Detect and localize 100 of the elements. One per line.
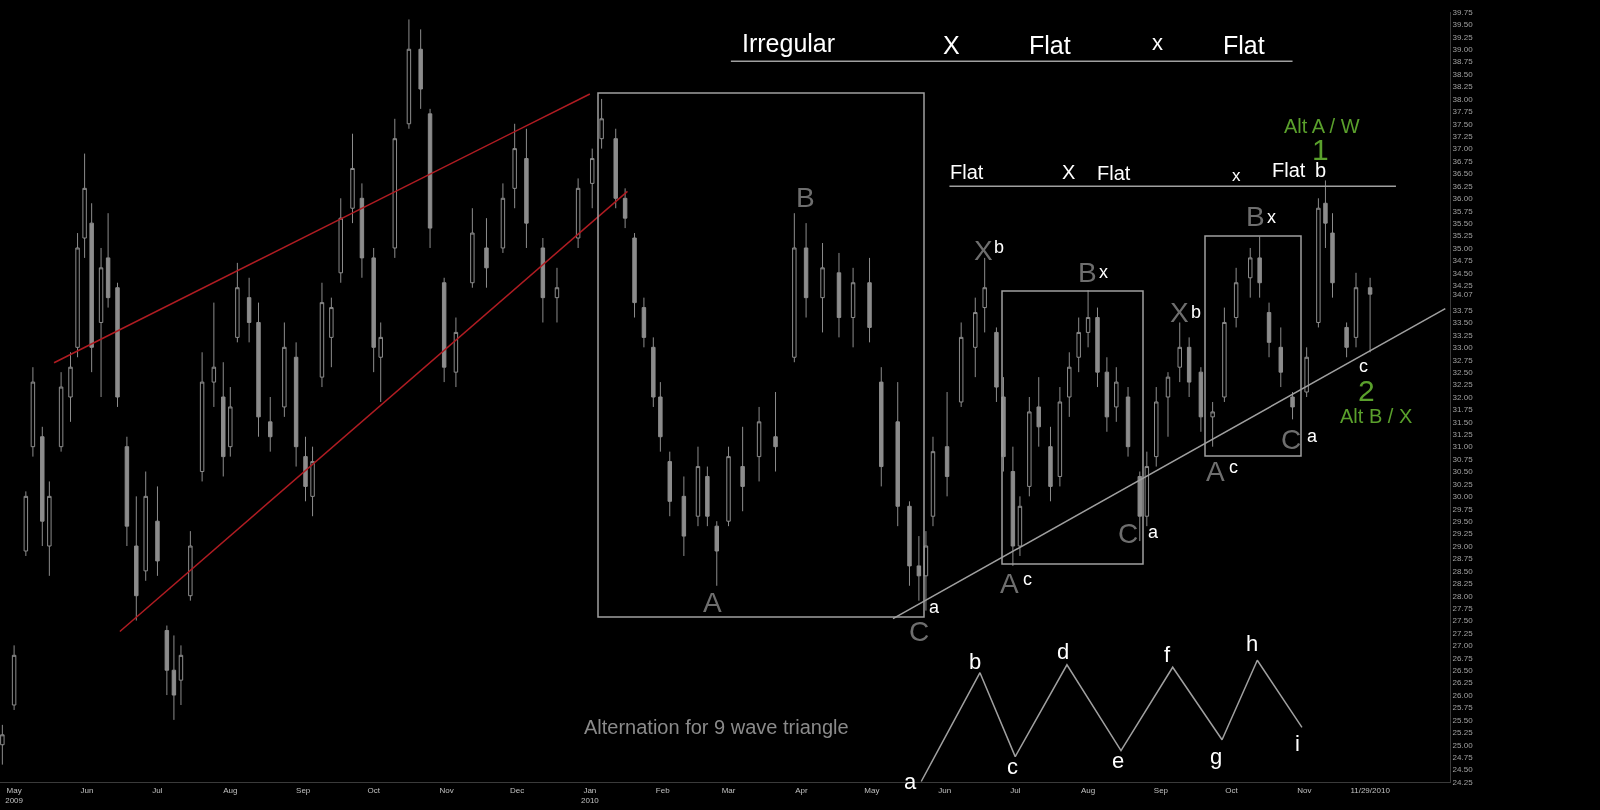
- annotation: i: [1295, 731, 1300, 756]
- annotation: A: [1000, 568, 1019, 599]
- candlestick: [40, 426, 45, 547]
- y-tick-label: 34.75: [1452, 256, 1474, 266]
- candlestick: [1290, 391, 1295, 420]
- candlestick: [11, 644, 17, 711]
- x-tick-label: Jul: [152, 785, 163, 795]
- annotation: Flat: [1029, 31, 1071, 59]
- y-tick-label: 28.00: [1452, 591, 1474, 601]
- candlestick: [1210, 401, 1215, 448]
- candlestick: [1344, 321, 1349, 358]
- annotation: e: [1112, 748, 1125, 773]
- y-tick-label: 30.75: [1452, 454, 1474, 464]
- y-tick-label: 25.00: [1452, 740, 1474, 750]
- y-tick-label: 37.50: [1452, 119, 1474, 129]
- annotation: X: [1170, 297, 1189, 328]
- candlestick: [256, 302, 261, 438]
- candlestick: [155, 485, 160, 577]
- x-tick-label: Oct: [1225, 785, 1239, 795]
- candlestick: [695, 446, 701, 527]
- candlestick: [143, 471, 148, 582]
- candlestick: [930, 436, 936, 527]
- candlestick: [589, 148, 595, 209]
- candlestick: [820, 242, 825, 333]
- candlestick: [1067, 351, 1072, 418]
- y-tick-label: 25.25: [1452, 728, 1474, 738]
- y-tick-label: 30.50: [1452, 467, 1474, 477]
- x-tick-label: 11/29/2010: [1350, 785, 1391, 795]
- y-tick-label: 30.25: [1452, 479, 1474, 489]
- annotation: C: [909, 616, 930, 647]
- y-tick-label: 38.75: [1452, 57, 1474, 67]
- candlestick: [1125, 386, 1131, 458]
- candlestick: [199, 351, 205, 482]
- candlestick: [371, 247, 376, 373]
- annotation: a: [904, 769, 917, 794]
- y-tick-label: 24.75: [1452, 752, 1474, 762]
- candlestick: [1233, 267, 1239, 328]
- x-tick-label: Apr: [795, 785, 808, 795]
- y-tick-label: 25.75: [1452, 703, 1474, 713]
- y-tick-label: 37.00: [1452, 144, 1474, 154]
- y-tick-label: 33.00: [1452, 343, 1474, 353]
- y-tick-label: 34.25: [1452, 281, 1474, 291]
- y-tick-label: 30.00: [1452, 492, 1474, 502]
- candlestick: [599, 98, 604, 150]
- y-tick-label: 38.25: [1452, 82, 1474, 92]
- annotation: Flat: [950, 161, 984, 183]
- y-tick-label: 29.25: [1452, 529, 1474, 539]
- candlestick: [134, 495, 139, 622]
- candlestick: [973, 297, 978, 378]
- candlestick: [1036, 376, 1041, 448]
- candlestick: [1222, 307, 1227, 403]
- x-tick-label: Aug: [223, 785, 238, 795]
- y-tick-label: 32.50: [1452, 367, 1474, 377]
- annotation: Flat: [1272, 159, 1306, 181]
- candlestick: [1027, 396, 1032, 497]
- y-tick-label: 35.50: [1452, 218, 1474, 228]
- candlestick: [622, 187, 628, 229]
- candlestick: [68, 351, 73, 423]
- y-tick-label: 29.75: [1452, 504, 1474, 514]
- annotation: b: [994, 237, 1005, 257]
- y-tick-label: 33.25: [1452, 330, 1474, 340]
- candlestick: [441, 277, 447, 383]
- x-tick-label: Aug: [1080, 785, 1096, 795]
- candlestick: [850, 267, 856, 348]
- y-tick-label: 33.75: [1452, 305, 1474, 315]
- candlestick: [1304, 346, 1309, 398]
- candlestick: [1316, 197, 1321, 328]
- candlestick: [1095, 307, 1100, 388]
- candlestick: [484, 217, 489, 289]
- candlestick: [350, 133, 355, 224]
- annotation: g: [1210, 744, 1223, 769]
- y-tick-label: 27.25: [1452, 628, 1474, 638]
- candlestick: [164, 625, 170, 696]
- candlestick: [1165, 371, 1171, 438]
- candlestick: [246, 277, 252, 343]
- candlestick: [235, 262, 240, 343]
- candlestick: [714, 520, 719, 587]
- annotation: x: [1099, 262, 1108, 282]
- candlestick: [540, 237, 546, 323]
- candlestick: [1048, 426, 1053, 502]
- y-tick-label: 32.25: [1452, 380, 1474, 390]
- y-tick-label: 31.00: [1452, 442, 1474, 452]
- x-tick-label: May: [864, 785, 880, 795]
- candlestick: [1114, 366, 1119, 423]
- candlestick: [1010, 446, 1016, 567]
- candlestick: [1017, 495, 1023, 557]
- x-tick-label: May 2009: [5, 785, 24, 805]
- annotation: Alt A / W: [1284, 115, 1360, 137]
- candlestick: [418, 28, 423, 110]
- y-tick-label: 31.50: [1452, 417, 1474, 427]
- candlestick: [58, 371, 64, 453]
- candlestick: [575, 177, 581, 249]
- y-tick-label: 39.00: [1452, 45, 1474, 55]
- candlestick: [89, 202, 94, 373]
- y-tick-label: 26.75: [1452, 653, 1474, 663]
- annotation: c: [1023, 569, 1032, 589]
- annotation: Flat: [1097, 162, 1131, 184]
- candlestick: [188, 530, 193, 602]
- candlestick: [178, 644, 184, 706]
- x-tick-label: Jun: [938, 785, 952, 795]
